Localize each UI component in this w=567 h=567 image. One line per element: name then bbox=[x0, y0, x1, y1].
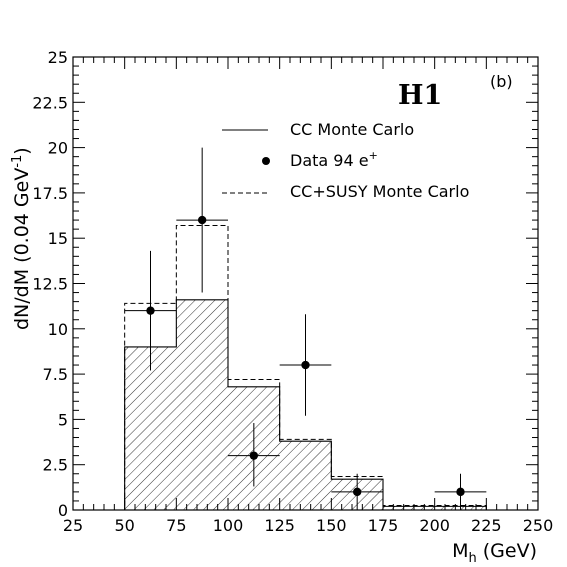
data-marker bbox=[456, 487, 465, 497]
y-tick-label: 12.5 bbox=[32, 275, 68, 294]
data-point bbox=[176, 147, 228, 293]
experiment-label: H1 bbox=[398, 80, 442, 111]
data-point bbox=[124, 250, 177, 371]
x-tick-label: 175 bbox=[368, 516, 399, 535]
x-tick-label: 100 bbox=[213, 516, 244, 535]
y-tick-label: 2.5 bbox=[43, 456, 68, 475]
cc-mc-bar bbox=[124, 346, 177, 510]
x-axis-label: Mh (GeV) bbox=[452, 540, 537, 566]
cc-mc-bar bbox=[383, 506, 435, 510]
legend: CC Monte Carlo Data 94 e+ CC+SUSY Monte … bbox=[222, 120, 469, 201]
y-tick-label: 20 bbox=[48, 139, 68, 158]
x-tick-label: 225 bbox=[471, 516, 502, 535]
cc-mc-bar bbox=[279, 441, 332, 510]
y-tick-label: 7.5 bbox=[43, 365, 68, 384]
y-tick-label: 25 bbox=[48, 48, 68, 67]
axis-ticks: 25 50 75 100 125 150 175 200 225 250 0 2.5 5 7.5 10 12.… bbox=[32, 48, 553, 535]
y-tick-label: 15 bbox=[48, 229, 68, 248]
data-marker bbox=[301, 360, 310, 370]
y-tick-label: 5 bbox=[58, 410, 68, 429]
y-tick-label: 17.5 bbox=[32, 184, 68, 203]
y-tick-label: 10 bbox=[48, 320, 68, 339]
x-tick-label: 150 bbox=[316, 516, 347, 535]
data-marker bbox=[249, 451, 259, 460]
data-point bbox=[331, 473, 383, 510]
data-point bbox=[434, 473, 487, 510]
y-tick-label: 22.5 bbox=[32, 93, 68, 112]
legend-susy-label: CC+SUSY Monte Carlo bbox=[290, 182, 469, 201]
legend-cc-mc-label: CC Monte Carlo bbox=[290, 120, 414, 139]
data-marker bbox=[352, 487, 362, 497]
data-point bbox=[228, 423, 280, 487]
x-tick-label: 250 bbox=[523, 516, 554, 535]
y-tick-label: 0 bbox=[58, 501, 68, 520]
x-tick-label: 75 bbox=[166, 516, 186, 535]
data-points-layer bbox=[124, 147, 487, 510]
data-marker bbox=[146, 306, 155, 315]
x-tick-label: 50 bbox=[114, 516, 134, 535]
data-point bbox=[279, 314, 332, 416]
x-tick-label: 25 bbox=[63, 516, 83, 535]
data-marker bbox=[197, 215, 207, 225]
x-tick-label: 200 bbox=[419, 516, 450, 535]
histogram-layer bbox=[73, 225, 487, 511]
cc-mc-bar bbox=[176, 299, 228, 510]
x-tick-label: 125 bbox=[264, 516, 295, 535]
legend-data-label: Data 94 e+ bbox=[290, 149, 378, 170]
y-axis-label: dN/dM (0.04 GeV-1) bbox=[10, 147, 33, 330]
legend-data-marker bbox=[262, 157, 270, 165]
panel-label: (b) bbox=[490, 72, 513, 91]
